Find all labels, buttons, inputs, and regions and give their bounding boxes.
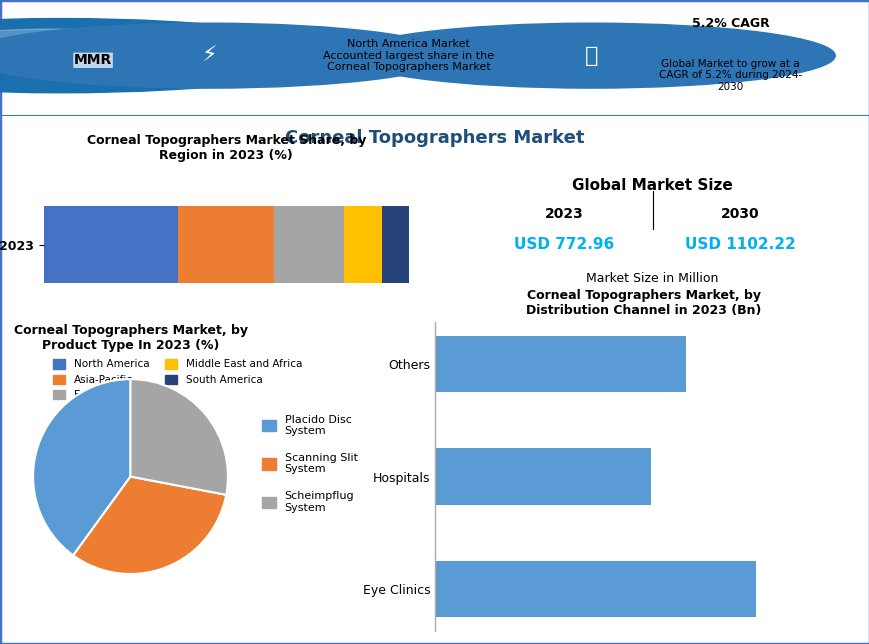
Bar <box>434 448 651 505</box>
Bar <box>43 206 178 283</box>
Text: 5.2% CAGR: 5.2% CAGR <box>691 17 769 30</box>
Text: USD 772.96: USD 772.96 <box>514 237 614 252</box>
Wedge shape <box>73 477 226 574</box>
Legend: North America, Asia-Pacific, Europe, Middle East and Africa, South America: North America, Asia-Pacific, Europe, Mid… <box>49 355 306 404</box>
Wedge shape <box>33 379 130 555</box>
Wedge shape <box>130 379 228 495</box>
Circle shape <box>0 23 452 88</box>
Title: Corneal Topographers Market Share, by
Region in 2023 (%): Corneal Topographers Market Share, by Re… <box>86 134 366 162</box>
Bar <box>274 206 343 283</box>
Text: 🔥: 🔥 <box>584 46 598 66</box>
Legend: Placido Disc
System, Scanning Slit
System, Scheimpflug
System: Placido Disc System, Scanning Slit Syste… <box>257 410 362 517</box>
Text: 2023: 2023 <box>545 207 583 221</box>
Bar <box>178 206 274 283</box>
Text: Market Size in Million: Market Size in Million <box>586 272 718 285</box>
Text: Corneal Topographers Market: Corneal Topographers Market <box>285 129 584 147</box>
Text: 2030: 2030 <box>720 207 759 221</box>
Text: USD 1102.22: USD 1102.22 <box>685 237 795 252</box>
Circle shape <box>0 19 339 93</box>
Text: North America Market
Accounted largest share in the
Corneal Topographers Market: North America Market Accounted largest s… <box>323 39 494 72</box>
Circle shape <box>348 23 834 88</box>
Text: Global Market to grow at a
CAGR of 5.2% during 2024-
2030: Global Market to grow at a CAGR of 5.2% … <box>659 59 801 92</box>
Bar <box>434 561 755 617</box>
Bar <box>343 206 381 283</box>
Text: Global Market Size: Global Market Size <box>572 178 732 193</box>
Text: MMR: MMR <box>74 53 112 67</box>
Bar <box>434 336 686 392</box>
Bar <box>381 206 408 283</box>
Title: Corneal Topographers Market, by
Distribution Channel in 2023 (Bn): Corneal Topographers Market, by Distribu… <box>526 289 760 317</box>
Circle shape <box>0 29 184 64</box>
Title: Corneal Topographers Market, by
Product Type In 2023 (%): Corneal Topographers Market, by Product … <box>14 324 247 352</box>
Text: ⚡: ⚡ <box>201 46 216 66</box>
